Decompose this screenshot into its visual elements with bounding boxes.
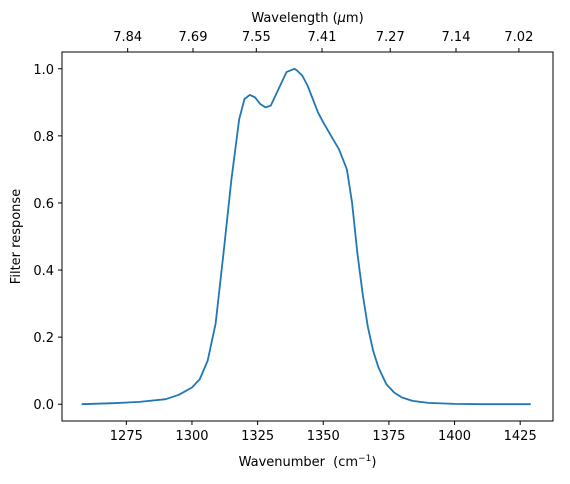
secondary-x-axis-label-prefix: Wavelength (: [251, 11, 337, 26]
y-tick-label: 0.0: [33, 398, 54, 413]
y-tick-label: 0.2: [33, 331, 54, 346]
top-x-tick-label: 7.84: [113, 30, 142, 45]
y-tick-label: 0.4: [33, 264, 54, 279]
top-x-tick-label: 7.41: [308, 30, 337, 45]
x-axis-label-exponent: −1: [358, 454, 371, 464]
secondary-x-axis-label-suffix: m): [346, 11, 364, 26]
x-axis-label-close: ): [371, 455, 376, 470]
y-axis-label: Filter response: [9, 189, 24, 284]
plot-frame: [61, 51, 554, 422]
x-tick-label: 1400: [438, 429, 471, 444]
x-tick-label: 1275: [110, 429, 143, 444]
x-tick-label: 1425: [504, 429, 537, 444]
secondary-x-axis-label-mu: μ: [337, 11, 346, 26]
x-tick-label: 1300: [175, 429, 208, 444]
top-x-tick-label: 7.69: [179, 30, 208, 45]
y-tick-label: 0.8: [33, 130, 54, 145]
y-tick-label: 1.0: [33, 63, 54, 78]
x-tick-label: 1325: [241, 429, 274, 444]
top-x-tick-label: 7.27: [376, 30, 405, 45]
x-tick-label: 1350: [307, 429, 340, 444]
top-x-tick-label: 7.14: [442, 30, 471, 45]
series-line-filter-response: [81, 67, 531, 406]
y-tick-label: 0.6: [33, 197, 54, 212]
x-tick-label: 1375: [372, 429, 405, 444]
x-axis-label: Wavenumber (cm−1): [239, 454, 377, 470]
top-x-tick-label: 7.55: [242, 30, 271, 45]
ticks-layer: 1275 1300 1325 1350 1375 1400 1425 0.0 0.2 0.4 0.6…: [33, 30, 536, 444]
x-axis-label-unit: (cm: [333, 455, 358, 470]
x-axis-label-text: Wavenumber: [239, 455, 326, 470]
top-x-tick-label: 7.02: [504, 30, 533, 45]
secondary-x-axis-label: Wavelength (μm): [251, 11, 363, 26]
